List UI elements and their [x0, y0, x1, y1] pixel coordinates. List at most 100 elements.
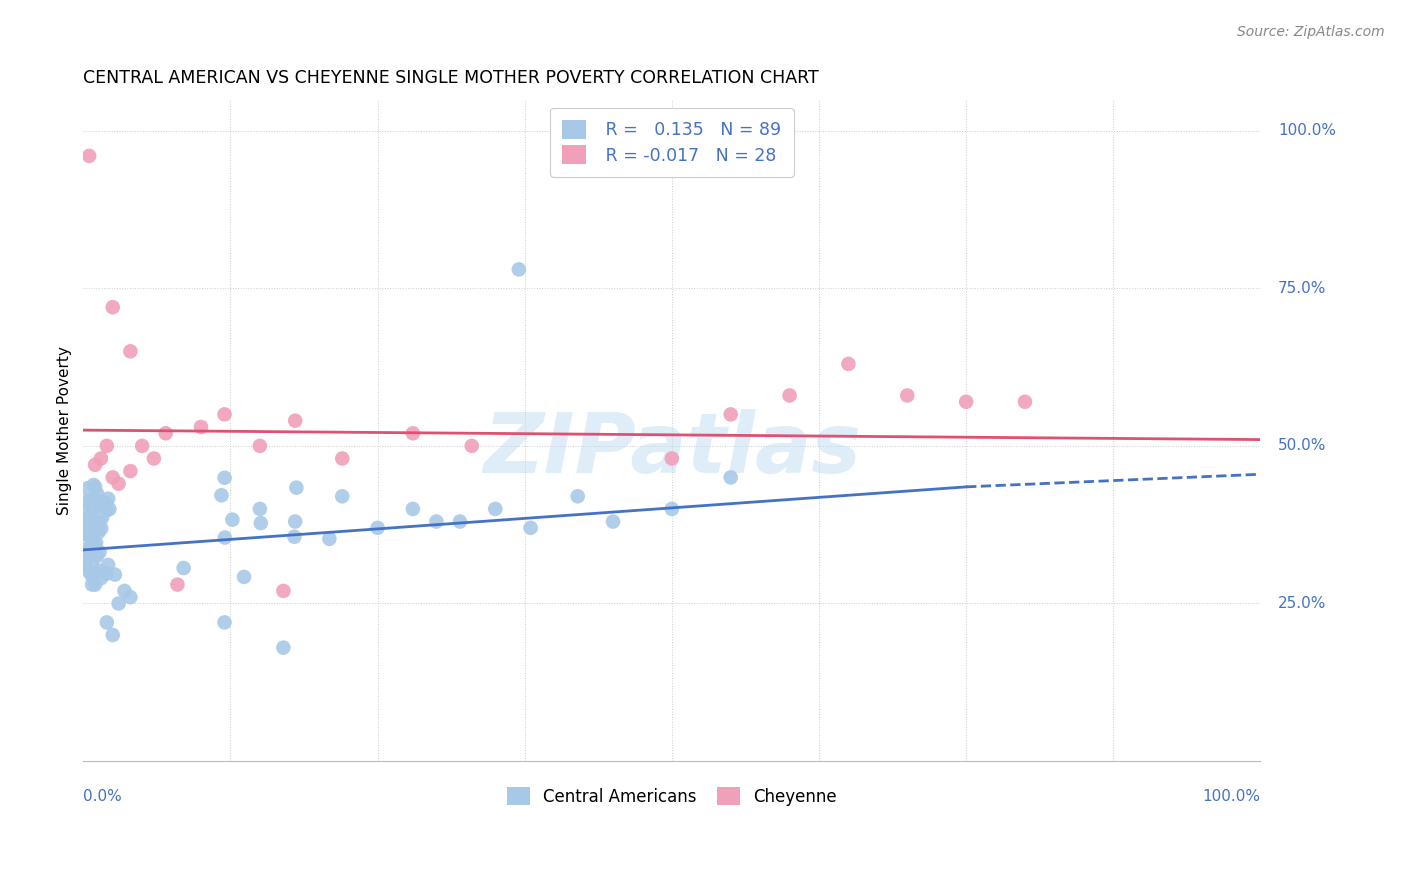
Point — [84, 542, 107, 557]
Point — [896, 388, 918, 402]
Point — [166, 577, 188, 591]
Point — [1014, 394, 1036, 409]
Point — [77, 495, 100, 509]
Point — [97, 558, 120, 572]
Point — [89, 545, 111, 559]
Point — [233, 570, 256, 584]
Point — [83, 541, 105, 555]
Point — [211, 488, 233, 502]
Point — [82, 535, 104, 549]
Point — [73, 556, 96, 570]
Point — [283, 530, 305, 544]
Text: 50.0%: 50.0% — [1278, 438, 1326, 453]
Point — [104, 567, 127, 582]
Point — [80, 569, 103, 583]
Point — [79, 541, 101, 555]
Point — [82, 545, 104, 559]
Point — [101, 628, 124, 642]
Point — [284, 515, 307, 529]
Point — [96, 566, 118, 581]
Point — [519, 521, 541, 535]
Point — [82, 524, 104, 538]
Point — [87, 516, 110, 530]
Text: CENTRAL AMERICAN VS CHEYENNE SINGLE MOTHER POVERTY CORRELATION CHART: CENTRAL AMERICAN VS CHEYENNE SINGLE MOTH… — [83, 69, 820, 87]
Point — [80, 511, 103, 525]
Y-axis label: Single Mother Poverty: Single Mother Poverty — [58, 346, 72, 515]
Point — [720, 470, 742, 484]
Point — [837, 357, 859, 371]
Point — [318, 532, 340, 546]
Point — [273, 640, 295, 655]
Point — [449, 515, 471, 529]
Text: Source: ZipAtlas.com: Source: ZipAtlas.com — [1237, 25, 1385, 39]
Text: 0.0%: 0.0% — [83, 789, 122, 805]
Point — [83, 478, 105, 492]
Point — [76, 528, 98, 542]
Point — [402, 426, 425, 441]
Point — [461, 439, 484, 453]
Point — [77, 520, 100, 534]
Point — [77, 511, 100, 525]
Point — [98, 502, 121, 516]
Point — [190, 420, 212, 434]
Point — [83, 491, 105, 506]
Text: 100.0%: 100.0% — [1202, 789, 1260, 805]
Point — [77, 149, 100, 163]
Point — [107, 476, 129, 491]
Point — [214, 615, 236, 630]
Point — [77, 493, 100, 508]
Point — [91, 511, 114, 525]
Point — [90, 451, 112, 466]
Point — [214, 471, 236, 485]
Point — [84, 577, 107, 591]
Text: 75.0%: 75.0% — [1278, 281, 1326, 296]
Point — [77, 543, 100, 558]
Point — [425, 515, 447, 529]
Point — [567, 489, 589, 503]
Point — [955, 394, 977, 409]
Point — [86, 486, 108, 500]
Point — [284, 414, 307, 428]
Point — [76, 481, 98, 495]
Point — [86, 549, 108, 563]
Point — [285, 481, 308, 495]
Point — [120, 464, 142, 478]
Point — [273, 583, 295, 598]
Point — [77, 565, 100, 579]
Point — [75, 516, 97, 531]
Point — [367, 521, 389, 535]
Legend: Central Americans, Cheyenne: Central Americans, Cheyenne — [501, 780, 844, 813]
Point — [720, 408, 742, 422]
Point — [84, 535, 107, 549]
Point — [155, 426, 177, 441]
Point — [484, 502, 506, 516]
Point — [82, 554, 104, 568]
Point — [249, 439, 271, 453]
Point — [330, 489, 353, 503]
Point — [120, 344, 142, 359]
Point — [96, 439, 118, 453]
Point — [75, 548, 97, 562]
Point — [94, 496, 117, 510]
Point — [131, 439, 153, 453]
Point — [80, 577, 103, 591]
Point — [77, 544, 100, 558]
Point — [142, 451, 165, 466]
Text: ZIPatlas: ZIPatlas — [482, 409, 860, 491]
Point — [602, 515, 624, 529]
Point — [114, 583, 136, 598]
Point — [87, 499, 110, 513]
Point — [73, 559, 96, 574]
Point — [73, 500, 96, 514]
Point — [83, 566, 105, 580]
Point — [75, 527, 97, 541]
Point — [76, 513, 98, 527]
Point — [90, 521, 112, 535]
Point — [87, 517, 110, 532]
Point — [96, 503, 118, 517]
Point — [97, 491, 120, 506]
Point — [508, 262, 530, 277]
Point — [221, 513, 243, 527]
Point — [87, 524, 110, 539]
Point — [120, 590, 142, 604]
